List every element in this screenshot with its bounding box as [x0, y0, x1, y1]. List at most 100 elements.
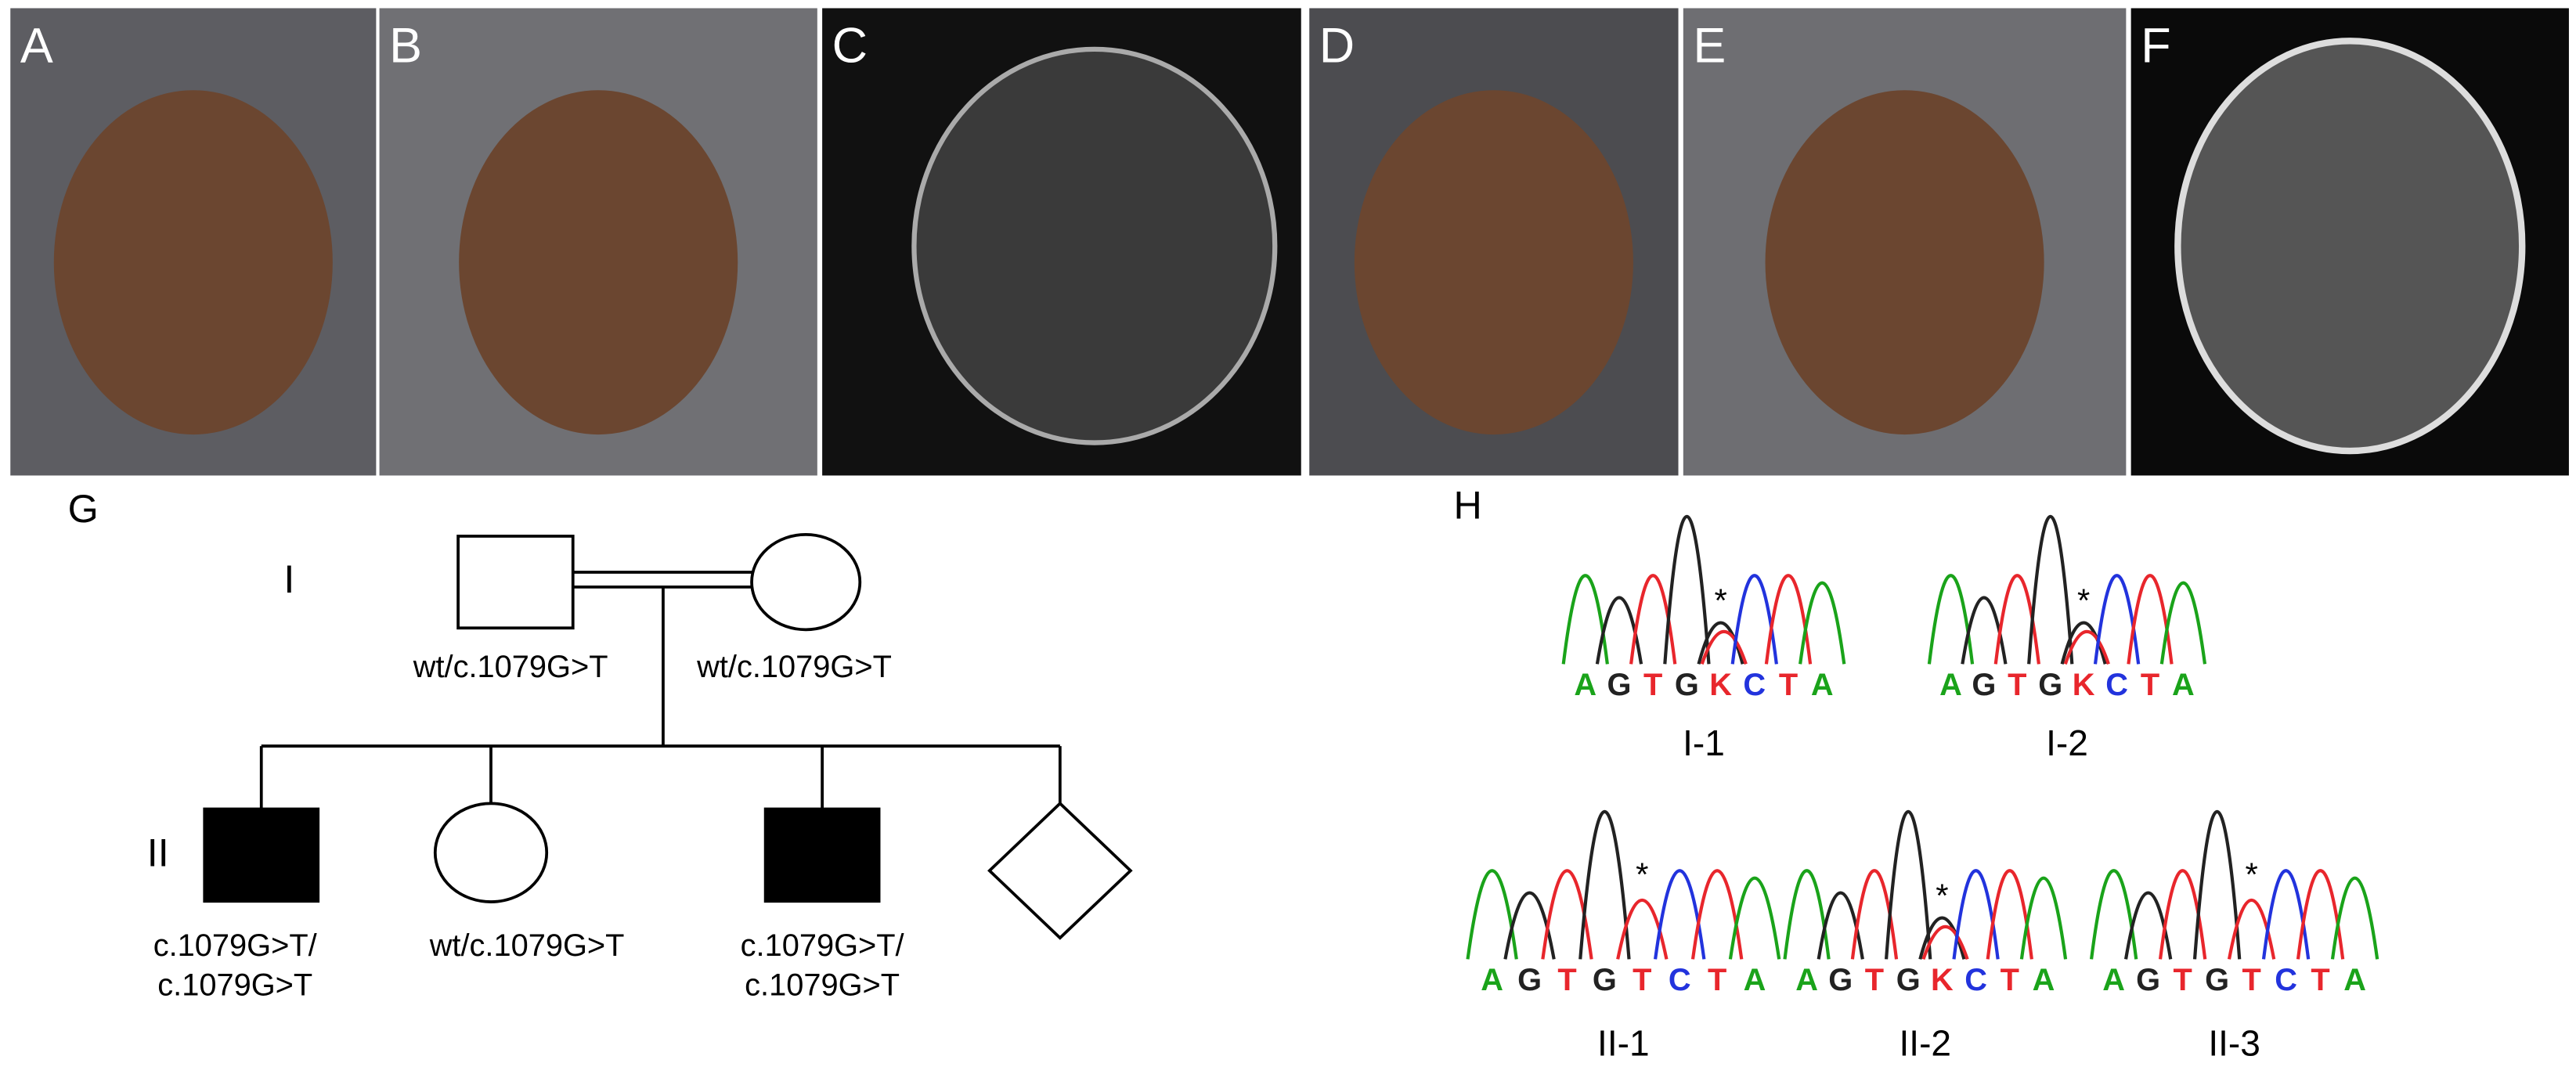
- trace-peak: [1561, 574, 1609, 665]
- base-call: K: [1931, 963, 1954, 997]
- trace-peak: [2063, 629, 2110, 665]
- base-call: C: [1743, 668, 1766, 702]
- face: [459, 90, 738, 435]
- trace-label: II-2: [1899, 1023, 1951, 1064]
- generation-label: I: [283, 557, 294, 601]
- base-call: T: [2173, 963, 2192, 997]
- trace-peak: [1927, 574, 1975, 665]
- base-call: T: [2008, 668, 2026, 702]
- trace-peak: [1799, 581, 1846, 665]
- trace-peak: [1783, 869, 1831, 960]
- base-call: G: [2038, 668, 2062, 702]
- panel-label: C: [832, 18, 868, 73]
- base-call: G: [1675, 668, 1699, 702]
- variant-marker: *: [2077, 582, 2090, 618]
- variant-marker: *: [1936, 878, 1948, 914]
- genotype: c.1079G>T/: [153, 928, 318, 963]
- base-call: A: [2172, 668, 2195, 702]
- female-unaffected: [750, 532, 862, 632]
- trace-peak: [1690, 869, 1744, 960]
- trace-peak: [2019, 876, 2068, 960]
- base-call: A: [1939, 668, 1962, 702]
- base-call: T: [1633, 963, 1651, 997]
- base-call: T: [1779, 668, 1798, 702]
- trace-peak: [2330, 876, 2379, 960]
- face: [1765, 90, 2044, 435]
- mri-brain: [2174, 38, 2526, 455]
- genotype: wt/c.1079G>T: [696, 650, 892, 684]
- base-call: G: [2136, 963, 2160, 997]
- base-call: C: [1669, 963, 1691, 997]
- trace-peak: [1663, 515, 1711, 665]
- panel-label: E: [1693, 18, 1726, 73]
- trace-label: I-1: [1683, 723, 1725, 763]
- variant-marker: *: [2245, 856, 2257, 893]
- male-affected: [763, 807, 881, 903]
- trace-peak: [1578, 810, 1631, 960]
- base-call: T: [2001, 963, 2019, 997]
- base-call: A: [2033, 963, 2055, 997]
- base-call: C: [2105, 668, 2128, 702]
- base-call: A: [2102, 963, 2125, 997]
- base-call: A: [1744, 963, 1766, 997]
- trace-peak: [2027, 515, 2074, 665]
- base-call: G: [1828, 963, 1853, 997]
- trace-peak: [1728, 876, 1781, 960]
- face: [1354, 90, 1633, 435]
- generation-label: II: [147, 831, 169, 875]
- genotype: wt/c.1079G>T: [429, 928, 625, 963]
- female-unaffected: [433, 802, 549, 903]
- base-call: A: [1811, 668, 1834, 702]
- trace-peak: [2127, 574, 2174, 665]
- male-unaffected: [456, 535, 575, 630]
- trace-peak: [1466, 869, 1518, 960]
- trace-peak: [2089, 869, 2138, 960]
- panel-label: A: [20, 18, 53, 73]
- genotype: c.1079G>T: [745, 968, 900, 1002]
- panel-label: F: [2141, 18, 2170, 73]
- variant-marker: *: [1636, 856, 1648, 893]
- panel-label: B: [389, 18, 422, 73]
- base-call: G: [1607, 668, 1632, 702]
- panel-label: D: [1319, 18, 1355, 73]
- base-call: A: [2343, 963, 2366, 997]
- base-call: G: [1517, 963, 1542, 997]
- face: [53, 90, 333, 435]
- base-call: A: [1481, 963, 1503, 997]
- base-call: T: [1643, 668, 1662, 702]
- base-call: T: [1557, 963, 1576, 997]
- base-call: K: [2073, 668, 2095, 702]
- base-call: G: [1896, 963, 1921, 997]
- base-call: A: [1795, 963, 1818, 997]
- trace-label: II-1: [1597, 1023, 1650, 1064]
- male-affected: [203, 807, 320, 903]
- base-call: T: [2242, 963, 2260, 997]
- base-call: G: [1972, 668, 1996, 702]
- base-call: K: [1709, 668, 1732, 702]
- trace-peak: [1884, 810, 1932, 960]
- trace-peak: [1986, 869, 2033, 960]
- variant-marker: *: [1714, 582, 1726, 618]
- base-call: G: [1593, 963, 1617, 997]
- base-call: G: [2205, 963, 2229, 997]
- base-call: T: [1865, 963, 1884, 997]
- genotype: c.1079G>T/: [741, 928, 905, 963]
- trace-peak: [1764, 574, 1813, 665]
- unknown-sex: [987, 801, 1133, 940]
- panel-label: H: [1454, 483, 1482, 528]
- panel-label: G: [68, 486, 99, 531]
- base-call: A: [1574, 668, 1596, 702]
- genotype: wt/c.1079G>T: [413, 650, 608, 684]
- genotype: c.1079G>T: [157, 968, 312, 1002]
- base-call: C: [2275, 963, 2297, 997]
- trace-label: I-2: [2046, 723, 2088, 763]
- trace-peak: [1700, 629, 1748, 665]
- trace-label: II-3: [2208, 1023, 2260, 1064]
- base-call: C: [1964, 963, 1987, 997]
- mri-head: [911, 46, 1278, 445]
- base-call: T: [1708, 963, 1726, 997]
- trace-peak: [2296, 869, 2345, 960]
- base-call: T: [2141, 668, 2159, 702]
